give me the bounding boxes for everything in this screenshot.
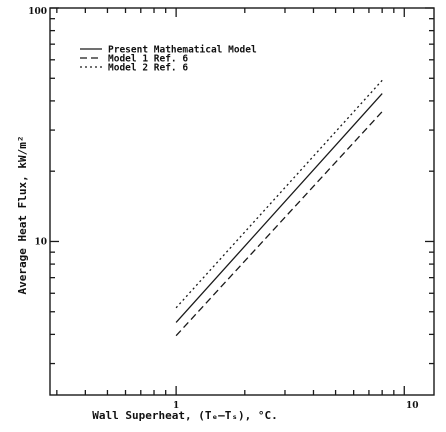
y-tick-label: 10 [34,237,47,247]
series-line [175,111,383,337]
series-lines [175,79,383,337]
tick-labels: 1 10 10 100 [28,7,418,411]
x-axis-label: Wall Superheat, (Tₑ–Tₛ), °C. [92,409,277,422]
y-tick-label: 100 [28,7,47,17]
plot-frame [49,7,435,396]
y-axis-label: Average Heat Flux, kW/m² [16,136,29,295]
series-line [175,79,383,309]
legend-label: Present Mathematical Model [108,45,257,56]
series-line [175,93,383,323]
x-tick-label: 1 [173,401,179,411]
x-tick-label: 10 [406,401,419,411]
legend-label: Model 2 Ref. 6 [108,63,188,74]
legend-label: Model 1 Ref. 6 [108,54,188,65]
tick-marks [50,7,434,395]
